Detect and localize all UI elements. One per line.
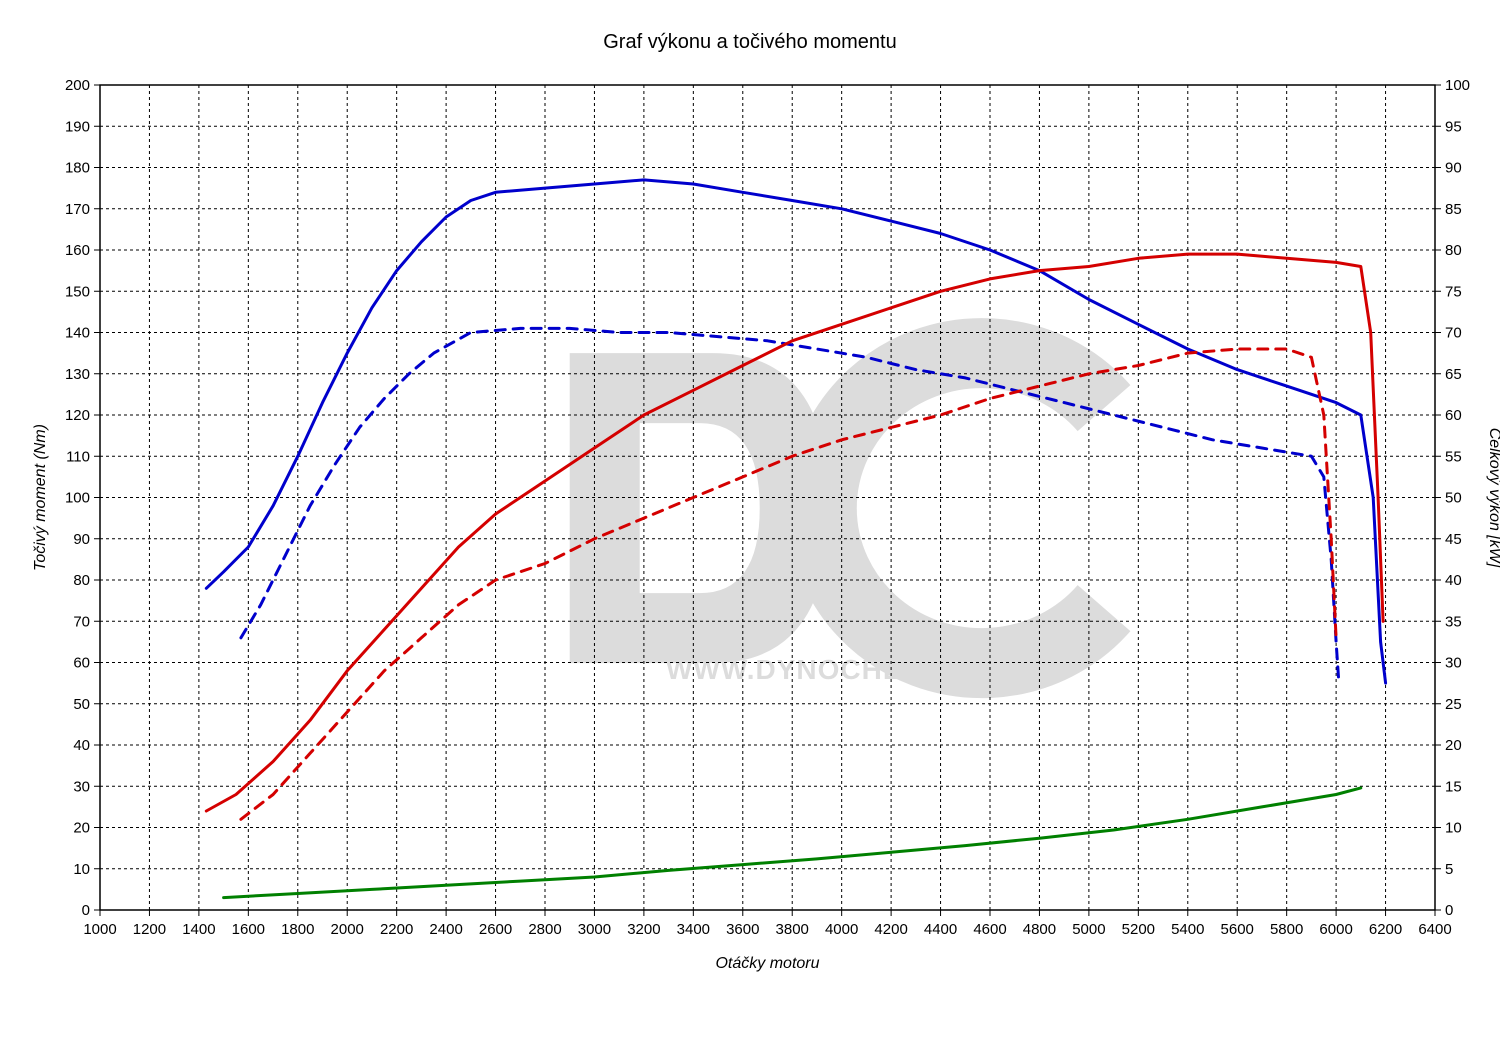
- chart-container: { "chart": { "type": "line", "title": "G…: [0, 0, 1500, 1041]
- y-left-tick-label: 180: [65, 160, 90, 177]
- x-tick-label: 4000: [825, 921, 858, 938]
- y-right-tick-label: 55: [1445, 448, 1462, 465]
- y-left-tick-label: 170: [65, 201, 90, 218]
- y-left-tick-label: 110: [66, 448, 90, 465]
- y-right-tick-label: 40: [1445, 572, 1462, 589]
- y-left-tick-label: 30: [73, 778, 90, 795]
- dyno-chart: WWW.DYNOCHECK.COM10001200140016001800200…: [0, 0, 1500, 1041]
- y-right-tick-label: 30: [1445, 655, 1462, 672]
- x-tick-label: 2000: [331, 921, 364, 938]
- y-right-tick-label: 45: [1445, 531, 1462, 548]
- y-right-tick-label: 35: [1445, 613, 1462, 630]
- x-tick-label: 4400: [924, 921, 957, 938]
- x-tick-label: 4800: [1023, 921, 1056, 938]
- x-tick-label: 3000: [578, 921, 611, 938]
- y-right-tick-label: 65: [1445, 366, 1462, 383]
- y-right-tick-label: 85: [1445, 201, 1462, 218]
- x-tick-label: 2400: [429, 921, 462, 938]
- y-right-tick-label: 5: [1445, 861, 1453, 878]
- y-left-tick-label: 0: [82, 902, 90, 919]
- y-left-tick-label: 10: [73, 861, 90, 878]
- x-tick-label: 1400: [182, 921, 215, 938]
- x-tick-label: 3400: [677, 921, 710, 938]
- x-tick-label: 4600: [973, 921, 1006, 938]
- x-tick-label: 1200: [133, 921, 166, 938]
- y-left-tick-label: 40: [73, 737, 90, 754]
- watermark-url: WWW.DYNOCHECK.COM: [666, 654, 1022, 685]
- y-left-tick-label: 90: [73, 531, 90, 548]
- y-right-axis-label: Celkový výkon [kW]: [1486, 428, 1500, 568]
- y-right-tick-label: 50: [1445, 490, 1462, 507]
- y-left-tick-label: 100: [65, 490, 90, 507]
- x-axis-label: Otáčky motoru: [715, 955, 819, 972]
- x-tick-label: 2600: [479, 921, 512, 938]
- y-right-tick-label: 95: [1445, 118, 1462, 135]
- x-tick-label: 3600: [726, 921, 759, 938]
- x-tick-label: 1800: [281, 921, 314, 938]
- x-tick-label: 5800: [1270, 921, 1303, 938]
- y-left-tick-label: 200: [65, 77, 90, 94]
- y-left-tick-label: 120: [65, 407, 90, 424]
- y-left-tick-label: 150: [65, 283, 90, 300]
- y-right-tick-label: 80: [1445, 242, 1462, 259]
- y-right-tick-label: 75: [1445, 283, 1462, 300]
- y-right-tick-label: 10: [1445, 820, 1462, 837]
- x-tick-label: 1000: [83, 921, 116, 938]
- y-right-tick-label: 25: [1445, 696, 1462, 713]
- x-tick-label: 3200: [627, 921, 660, 938]
- y-right-tick-label: 100: [1445, 77, 1470, 94]
- chart-title: Graf výkonu a točivého momentu: [603, 31, 896, 53]
- y-left-tick-label: 160: [65, 242, 90, 259]
- x-tick-label: 6000: [1319, 921, 1352, 938]
- y-right-tick-label: 90: [1445, 160, 1462, 177]
- y-left-tick-label: 60: [73, 655, 90, 672]
- x-tick-label: 4200: [874, 921, 907, 938]
- x-tick-label: 3800: [776, 921, 809, 938]
- x-tick-label: 5600: [1221, 921, 1254, 938]
- y-left-axis-label: Točivý moment (Nm): [32, 424, 49, 571]
- x-tick-label: 2200: [380, 921, 413, 938]
- x-tick-label: 5400: [1171, 921, 1204, 938]
- chart-grid: [100, 85, 1435, 910]
- y-left-tick-label: 70: [73, 613, 90, 630]
- y-left-tick-label: 50: [73, 696, 90, 713]
- y-left-tick-label: 190: [65, 118, 90, 135]
- y-left-tick-label: 80: [73, 572, 90, 589]
- x-tick-label: 5200: [1122, 921, 1155, 938]
- y-right-tick-label: 0: [1445, 902, 1453, 919]
- x-tick-label: 6400: [1418, 921, 1451, 938]
- y-right-tick-label: 15: [1445, 778, 1462, 795]
- x-tick-label: 6200: [1369, 921, 1402, 938]
- y-left-tick-label: 140: [65, 325, 90, 342]
- y-left-tick-label: 130: [65, 366, 90, 383]
- y-right-tick-label: 70: [1445, 325, 1462, 342]
- y-right-tick-label: 60: [1445, 407, 1462, 424]
- x-tick-label: 1600: [232, 921, 265, 938]
- y-right-tick-label: 20: [1445, 737, 1462, 754]
- y-left-tick-label: 20: [73, 820, 90, 837]
- x-tick-label: 2800: [528, 921, 561, 938]
- x-tick-label: 5000: [1072, 921, 1105, 938]
